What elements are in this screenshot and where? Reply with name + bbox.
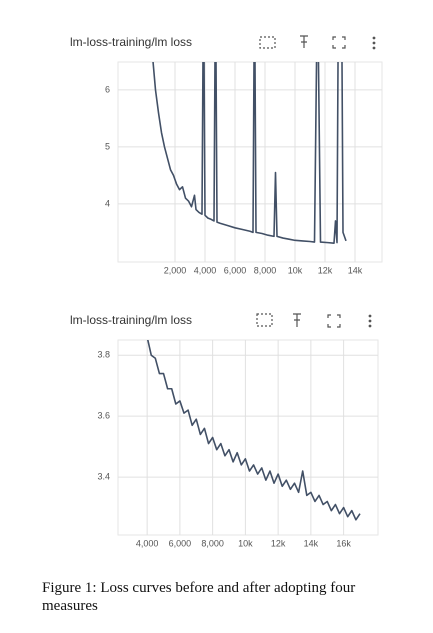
x-tick-label: 6,000 xyxy=(224,265,247,275)
chart-title: lm-loss-training/lm loss xyxy=(70,313,192,327)
fullscreen-icon[interactable] xyxy=(332,36,346,49)
loss-line xyxy=(152,62,347,244)
menu-icon[interactable] xyxy=(372,36,376,50)
plot-frame xyxy=(117,61,383,263)
plot-frame xyxy=(117,339,379,536)
pin-icon[interactable] xyxy=(300,35,308,48)
x-tick-label: 6,000 xyxy=(169,538,192,548)
toolbar xyxy=(256,313,372,328)
chart-title: lm-loss-training/lm loss xyxy=(70,35,192,49)
y-tick-label: 3.8 xyxy=(97,350,110,360)
pin-icon[interactable] xyxy=(293,313,301,327)
x-tick-label: 12k xyxy=(318,265,333,275)
caption: Figure 1: Loss curves before and after a… xyxy=(42,580,356,614)
y-tick-label: 3.4 xyxy=(97,471,110,481)
loss-line xyxy=(147,340,361,521)
x-tick-label: 8,000 xyxy=(254,265,277,275)
x-tick-label: 10k xyxy=(288,265,303,275)
menu-icon[interactable] xyxy=(368,314,372,328)
select-icon[interactable] xyxy=(256,313,273,327)
x-tick-label: 4,000 xyxy=(136,538,159,548)
x-tick-label: 12k xyxy=(271,538,286,548)
select-icon[interactable] xyxy=(259,36,276,49)
x-tick-label: 10k xyxy=(238,538,253,548)
y-tick-label: 3.6 xyxy=(97,411,110,421)
toolbar xyxy=(259,35,376,50)
y-tick-label: 5 xyxy=(105,141,110,151)
x-tick-label: 8,000 xyxy=(201,538,224,548)
x-tick-label: 2,000 xyxy=(164,265,187,275)
y-tick-label: 6 xyxy=(105,84,110,94)
x-tick-label: 16k xyxy=(336,538,351,548)
x-tick-label: 4,000 xyxy=(194,265,217,275)
fullscreen-icon[interactable] xyxy=(327,314,341,328)
y-tick-label: 4 xyxy=(105,198,110,208)
x-tick-label: 14k xyxy=(304,538,319,548)
x-tick-label: 14k xyxy=(348,265,363,275)
